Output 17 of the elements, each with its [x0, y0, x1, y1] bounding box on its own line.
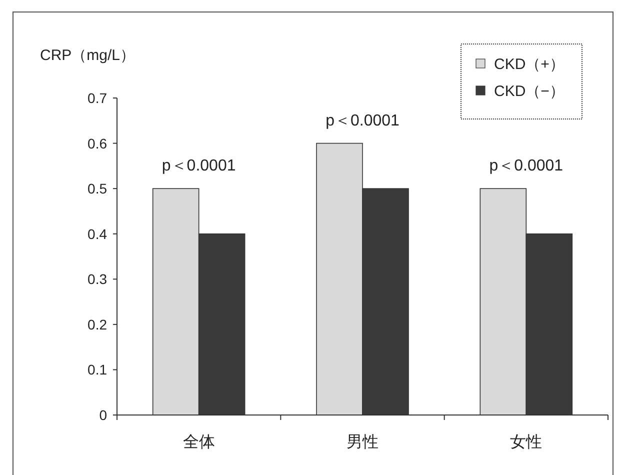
y-tick-label: 0.7 — [88, 90, 108, 106]
legend-label: CKD（−） — [494, 83, 564, 100]
y-tick-label: 0.1 — [88, 362, 108, 378]
x-tick-label: 全体 — [182, 434, 215, 451]
y-tick-label: 0.6 — [88, 135, 108, 152]
x-tick-label: 女性 — [510, 434, 542, 451]
y-tick-label: 0.4 — [88, 226, 108, 242]
annotation: p＜0.0001 — [489, 158, 564, 175]
legend-label: CKD（+） — [494, 56, 564, 73]
y-axis-title: CRP（mg/L） — [40, 47, 136, 64]
y-tick-label: 0.2 — [88, 316, 108, 332]
annotation: p＜0.0001 — [326, 112, 400, 130]
y-tick-label: 0 — [99, 407, 108, 423]
y-tick-label: 0.5 — [88, 180, 108, 197]
annotation: p＜0.0001 — [162, 158, 236, 175]
x-tick-label: 男性 — [346, 434, 378, 451]
y-tick-label: 0.3 — [88, 271, 108, 288]
